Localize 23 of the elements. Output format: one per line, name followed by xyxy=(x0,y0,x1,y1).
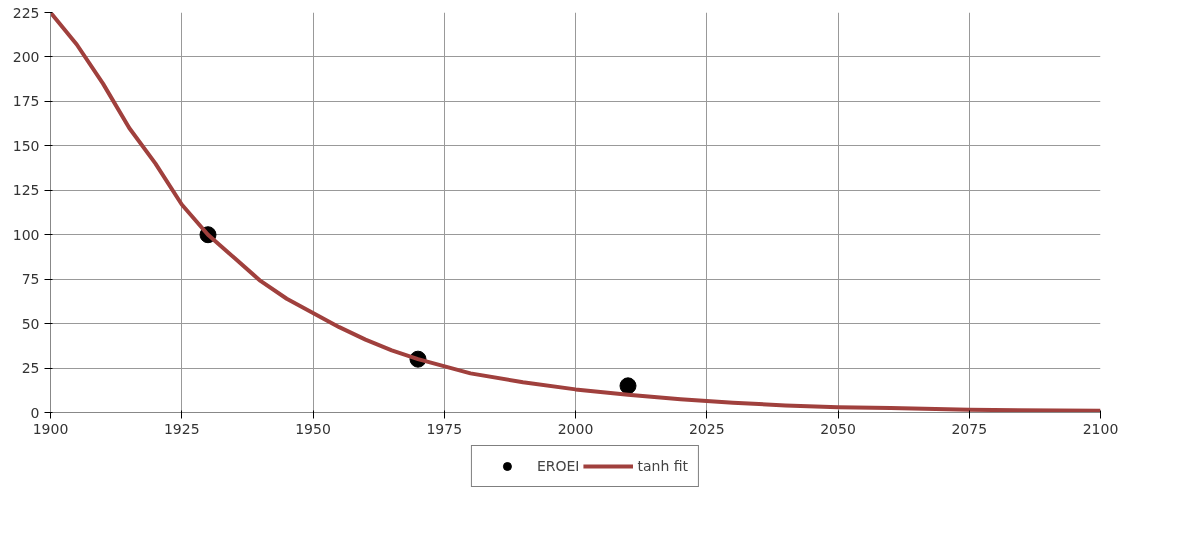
legend-label: tanh fit xyxy=(637,458,689,474)
x-tick-label: 2050 xyxy=(820,420,856,437)
x-tick-label: 2000 xyxy=(557,420,594,437)
x-tick-label: 1975 xyxy=(426,420,463,437)
y-tick-label: 25 xyxy=(21,360,40,377)
x-tick-label: 2025 xyxy=(688,420,725,437)
x-tick-label: 1900 xyxy=(32,420,69,437)
y-tick-label: 75 xyxy=(21,271,40,288)
x-tick-label: 1925 xyxy=(163,420,200,437)
x-tick-label: 1950 xyxy=(295,420,331,437)
y-tick-label: 0 xyxy=(30,404,40,421)
point xyxy=(619,377,637,395)
y-tick-label: 200 xyxy=(12,48,40,65)
line-series xyxy=(50,12,1101,413)
x-tick-label: 2100 xyxy=(1082,420,1119,437)
x-tick-label: 2075 xyxy=(951,420,988,437)
y-tick-label: 175 xyxy=(12,93,40,110)
legend-label: EROEI xyxy=(536,458,580,474)
y-tick-label: 50 xyxy=(21,315,40,332)
y-tick-label: 150 xyxy=(12,137,40,154)
y-tick-label: 100 xyxy=(12,226,40,243)
y-tick-label: 225 xyxy=(12,4,40,21)
y-tick-label: 125 xyxy=(12,182,40,199)
